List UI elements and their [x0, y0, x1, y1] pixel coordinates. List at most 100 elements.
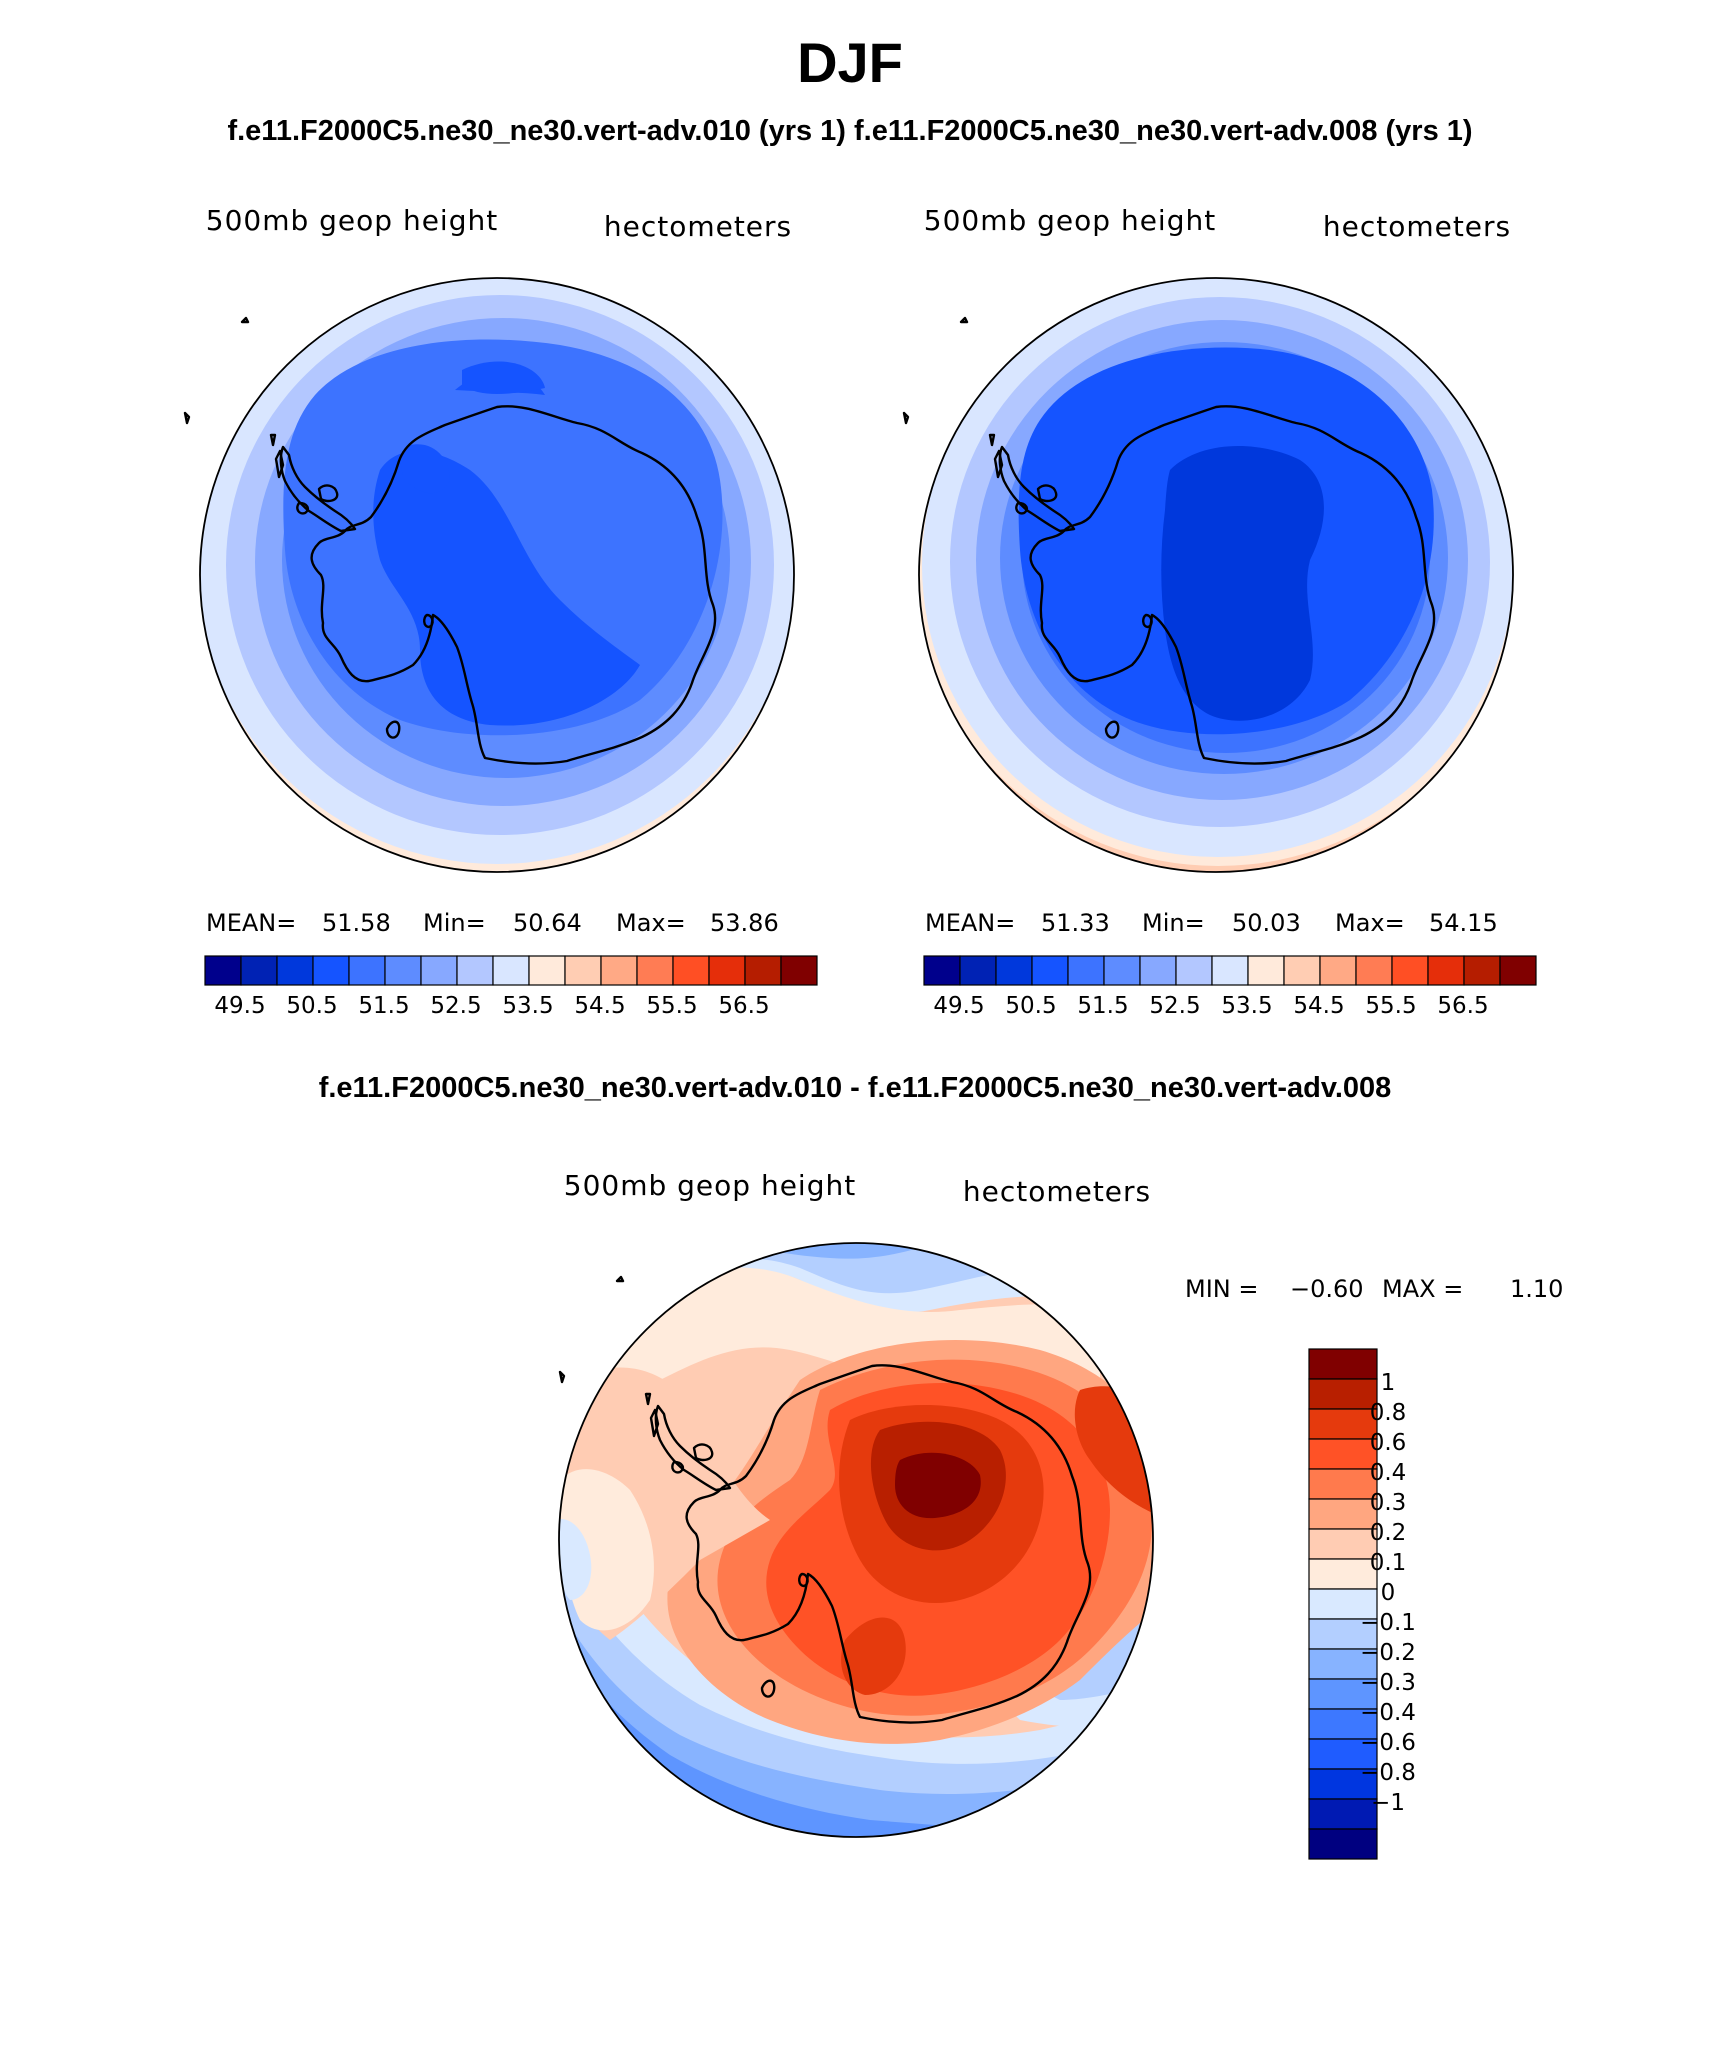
- colorbar-swatch: [564, 955, 602, 986]
- colorbar-tick-label: −0.3: [1360, 1670, 1416, 1696]
- panel-right-max-label: Max=: [1335, 909, 1405, 937]
- colorbar-tick-label: 56.5: [1437, 993, 1488, 1019]
- colorbar-swatch: [1211, 955, 1249, 986]
- colorbar-swatch: [923, 955, 961, 986]
- colorbar-swatch: [1308, 1558, 1378, 1590]
- panel-diff-max-value: 1.10: [1510, 1275, 1563, 1303]
- panel-diff-map: [559, 1243, 1153, 1837]
- colorbar-swatch: [276, 955, 314, 986]
- colorbar-swatch: [456, 955, 494, 986]
- colorbar-swatch: [1308, 1348, 1378, 1380]
- colorbar-tick-label: 51.5: [1077, 993, 1128, 1019]
- panel-diff-variable: 500mb geop height: [564, 1169, 856, 1202]
- colorbar-swatch: [959, 955, 997, 986]
- panel-left-max-value: 53.86: [710, 909, 779, 937]
- colorbar-tick-label: 49.5: [214, 993, 265, 1019]
- colorbar-swatch: [1308, 1798, 1378, 1830]
- panel-diff-units: hectometers: [963, 1175, 1151, 1208]
- panel-right-min-value: 50.03: [1232, 909, 1301, 937]
- panel-left-colorbar: [204, 955, 818, 986]
- panel-diff-max-label: MAX =: [1382, 1275, 1463, 1303]
- colorbar-swatch: [1308, 1708, 1378, 1740]
- panel-left-mean-label: MEAN=: [206, 909, 296, 937]
- colorbar-swatch: [1308, 1468, 1378, 1500]
- colorbar-swatch: [1308, 1498, 1378, 1530]
- colorbar-swatch: [1308, 1768, 1378, 1800]
- colorbar-swatch: [995, 955, 1033, 986]
- colorbar-swatch: [1308, 1378, 1378, 1410]
- colorbar-swatch: [1175, 955, 1213, 986]
- colorbar-swatch: [1308, 1408, 1378, 1440]
- colorbar-swatch: [1427, 955, 1465, 986]
- colorbar-swatch: [1355, 955, 1393, 986]
- panel-diff-min-value: −0.60: [1290, 1275, 1364, 1303]
- panel-diff-min-label: MIN =: [1185, 1275, 1258, 1303]
- colorbar-swatch: [1308, 1528, 1378, 1560]
- panel-diff-map-border: [558, 1242, 1154, 1838]
- colorbar-swatch: [1463, 955, 1501, 986]
- colorbar-tick-label: −0.1: [1360, 1610, 1416, 1636]
- panel-left-map: [200, 278, 794, 872]
- colorbar-swatch: [1247, 955, 1285, 986]
- colorbar-tick-label: 0.8: [1370, 1400, 1407, 1426]
- panel-difference: 500mb geop height hectometers MIN = −0.6…: [558, 1169, 1563, 1860]
- panel-right-variable: 500mb geop height: [924, 204, 1216, 237]
- colorbar-tick-label: 53.5: [502, 993, 553, 1019]
- panel-right-map: [919, 278, 1513, 872]
- colorbar-swatch: [1308, 1438, 1378, 1470]
- panel-left: 500mb geop height hectometers MEAN= 51.5…: [183, 204, 818, 1019]
- panel-left-map-border: [199, 277, 795, 873]
- panel-right-mean-value: 51.33: [1041, 909, 1110, 937]
- colorbar-swatch: [1308, 1738, 1378, 1770]
- colorbar-swatch: [600, 955, 638, 986]
- colorbar-swatch: [1308, 1588, 1378, 1620]
- colorbar-tick-label: 0.1: [1370, 1550, 1407, 1576]
- difference-title: f.e11.F2000C5.ne30_ne30.vert-adv.010 - f…: [319, 1072, 1392, 1104]
- panel-right-colorbar-labels: 49.5 50.5 51.5 52.5 53.5 54.5 55.5 56.5: [933, 993, 1488, 1019]
- colorbar-swatch: [1308, 1828, 1378, 1860]
- colorbar-tick-label: 52.5: [430, 993, 481, 1019]
- colorbar-tick-label: −0.6: [1360, 1730, 1416, 1756]
- colorbar-swatch: [780, 955, 818, 986]
- colorbar-swatch: [1067, 955, 1105, 986]
- panel-left-mean-value: 51.58: [322, 909, 391, 937]
- colorbar-swatch: [1319, 955, 1357, 986]
- colorbar-swatch: [744, 955, 782, 986]
- colorbar-tick-label: 53.5: [1221, 993, 1272, 1019]
- colorbar-tick-label: 54.5: [574, 993, 625, 1019]
- main-title: DJF: [797, 31, 903, 94]
- colorbar-swatch: [1103, 955, 1141, 986]
- colorbar-swatch: [1031, 955, 1069, 986]
- colorbar-swatch: [348, 955, 386, 986]
- panel-left-colorbar-labels: 49.5 50.5 51.5 52.5 53.5 54.5 55.5 56.5: [214, 993, 769, 1019]
- colorbar-tick-label: 56.5: [718, 993, 769, 1019]
- colorbar-tick-label: 50.5: [1005, 993, 1056, 1019]
- colorbar-swatch: [1308, 1678, 1378, 1710]
- colorbar-swatch: [1308, 1648, 1378, 1680]
- panel-right-map-border: [918, 277, 1514, 873]
- colorbar-tick-label: 1: [1381, 1370, 1396, 1396]
- colorbar-swatch: [384, 955, 422, 986]
- panel-right-colorbar: [923, 955, 1537, 986]
- colorbar-swatch: [420, 955, 458, 986]
- panel-right-min-label: Min=: [1142, 909, 1205, 937]
- panel-diff-colorbar: [1308, 1348, 1378, 1860]
- colorbar-swatch: [636, 955, 674, 986]
- colorbar-swatch: [204, 955, 242, 986]
- colorbar-tick-label: 0: [1381, 1580, 1396, 1606]
- panel-right-max-value: 54.15: [1429, 909, 1498, 937]
- colorbar-tick-label: 0.3: [1370, 1490, 1407, 1516]
- colorbar-tick-label: 0.4: [1370, 1460, 1407, 1486]
- panel-left-min-label: Min=: [423, 909, 486, 937]
- colorbar-swatch: [1308, 1618, 1378, 1650]
- colorbar-swatch: [672, 955, 710, 986]
- panel-left-min-value: 50.64: [513, 909, 582, 937]
- colorbar-tick-label: 54.5: [1293, 993, 1344, 1019]
- colorbar-swatch: [1139, 955, 1177, 986]
- panel-right-mean-label: MEAN=: [925, 909, 1015, 937]
- colorbar-swatch: [528, 955, 566, 986]
- panel-right: 500mb geop height hectometers MEAN= 51.3…: [902, 204, 1537, 1019]
- colorbar-swatch: [240, 955, 278, 986]
- colorbar-tick-label: 55.5: [1365, 993, 1416, 1019]
